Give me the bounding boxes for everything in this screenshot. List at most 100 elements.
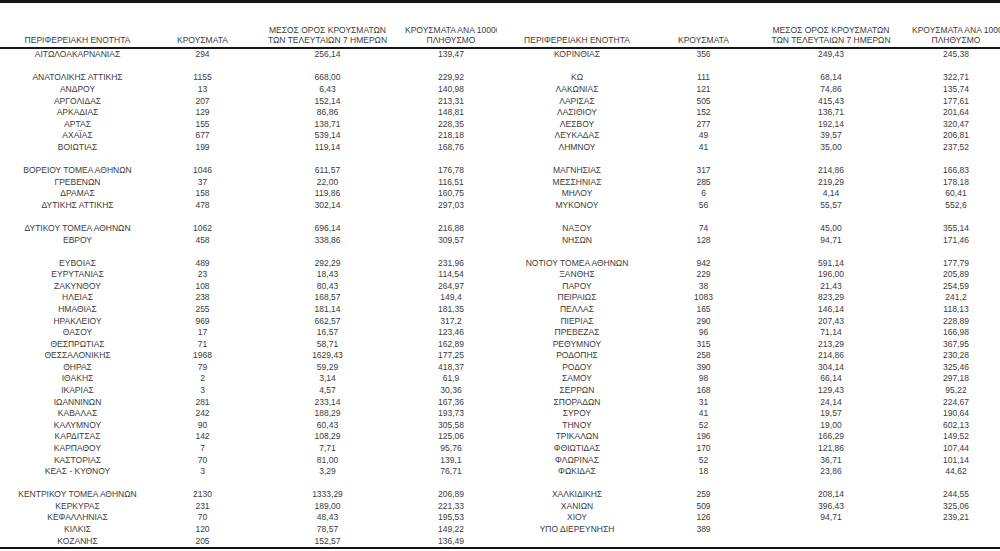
cell-region-left: ΑΝΔΡΟΥ — [0, 84, 155, 96]
cell-avg7-right — [750, 535, 912, 548]
cell-per100k-left: 177,25 — [405, 350, 497, 362]
cell-region-right — [497, 61, 657, 73]
cell-region-right: ΧΙΟΥ — [497, 512, 657, 524]
cell-cases-right: 505 — [657, 95, 750, 107]
cell-cases-left: 1155 — [155, 72, 250, 84]
cell-per100k-right: 245,38 — [912, 48, 1000, 61]
cell-cases-left: 23 — [155, 269, 250, 281]
cell-avg7-left: 86,86 — [250, 107, 405, 119]
cell-cases-left: 37 — [155, 176, 250, 188]
table-row: ΚΑΡΔΙΤΣΑΣ 142 108,29 125,06 ΤΡΙΚΑΛΩΝ 196… — [0, 431, 1000, 443]
cell-cases-right: 196 — [657, 431, 750, 443]
cell-region-left: ΓΡΕΒΕΝΩΝ — [0, 176, 155, 188]
cell-avg7-left: 152,57 — [250, 535, 405, 548]
cell-cases-right: 98 — [657, 373, 750, 385]
cell-cases-left: 478 — [155, 200, 250, 212]
cell-per100k-left: 149,4 — [405, 292, 497, 304]
cell-avg7-right: 214,86 — [750, 350, 912, 362]
table-row: ΕΒΡΟΥ 458 338,86 309,57 ΝΗΣΩΝ 128 94,71 … — [0, 234, 1000, 246]
cell-avg7-right: 304,14 — [750, 362, 912, 374]
cell-avg7-left: 108,29 — [250, 431, 405, 443]
header-avg7-left-line1: ΜΕΣΟΣ ΟΡΟΣ ΚΡΟΥΣΜΑΤΩΝ — [250, 25, 405, 35]
cell-per100k-right: 367,95 — [912, 338, 1000, 350]
cell-region-left: ΑΡΤΑΣ — [0, 118, 155, 130]
cell-avg7-right: 68,14 — [750, 72, 912, 84]
cell-per100k-left: 218,18 — [405, 130, 497, 142]
table-row: ΗΡΑΚΛΕΙΟΥ 969 662,57 317,2 ΠΙΕΡΙΑΣ 290 2… — [0, 315, 1000, 327]
cell-per100k-left: 193,73 — [405, 408, 497, 420]
cell-avg7-left: 48,43 — [250, 512, 405, 524]
cell-region-left: ΚΕΝΤΡΙΚΟΥ ΤΟΜΕΑ ΑΘΗΝΩΝ — [0, 489, 155, 501]
table-row: ΚΕΑΣ - ΚΥΘΝΟΥ 3 3,29 76,71 ΦΩΚΙΔΑΣ 18 23… — [0, 466, 1000, 478]
cell-avg7-left: 59,29 — [250, 362, 405, 374]
cell-cases-left: 90 — [155, 420, 250, 432]
cell-region-right — [497, 535, 657, 548]
cell-per100k-left: 139,1 — [405, 454, 497, 466]
header-avg7-right-line1: ΜΕΣΟΣ ΟΡΟΣ ΚΡΟΥΣΜΑΤΩΝ — [750, 25, 912, 35]
spreadsheet-page: ΠΕΡΙΦΕΡΕΙΑΚΗ ΕΝΟΤΗΤΑ ΚΡΟΥΣΜΑΤΑ ΜΕΣΟΣ ΟΡΟ… — [0, 0, 1000, 551]
cell-region-right: ΛΗΜΝΟΥ — [497, 142, 657, 154]
table-row: ΑΡΤΑΣ 155 138,71 228,35 ΛΕΣΒΟΥ 277 192,1… — [0, 118, 1000, 130]
cell-avg7-right: 94,71 — [750, 512, 912, 524]
cell-region-left: ΚΑΡΠΑΘΟΥ — [0, 443, 155, 455]
cell-per100k-right — [912, 61, 1000, 73]
spacer-row — [0, 477, 1000, 489]
cell-region-left: ΖΑΚΥΝΘΟΥ — [0, 281, 155, 293]
cell-per100k-left: 228,35 — [405, 118, 497, 130]
cell-cases-right: 41 — [657, 408, 750, 420]
cell-avg7-right: 21,43 — [750, 281, 912, 293]
table-row: ΑΡΚΑΔΙΑΣ 129 86,86 148,81 ΛΑΣΙΘΙΟΥ 152 1… — [0, 107, 1000, 119]
cell-per100k-left: 148,81 — [405, 107, 497, 119]
cell-per100k-right: 178,18 — [912, 176, 1000, 188]
cell-cases-left: 3 — [155, 385, 250, 397]
cell-avg7-right: 129,43 — [750, 385, 912, 397]
cell-avg7-right: 24,14 — [750, 396, 912, 408]
cell-avg7-left: 696,14 — [250, 223, 405, 235]
cell-per100k-left: 221,33 — [405, 501, 497, 513]
cell-avg7-left — [250, 211, 405, 223]
cell-region-left: ΚΕΦΑΛΛΗΝΙΑΣ — [0, 512, 155, 524]
cell-avg7-left: 78,57 — [250, 524, 405, 536]
cell-avg7-left — [250, 153, 405, 165]
cell-region-right: ΛΑΚΩΝΙΑΣ — [497, 84, 657, 96]
cell-cases-left: 120 — [155, 524, 250, 536]
cell-per100k-left — [405, 61, 497, 73]
cell-avg7-left: 22,00 — [250, 176, 405, 188]
cell-region-left: ΘΗΡΑΣ — [0, 362, 155, 374]
cell-per100k-right: 239,21 — [912, 512, 1000, 524]
cell-cases-left: 70 — [155, 454, 250, 466]
cell-per100k-right: 201,64 — [912, 107, 1000, 119]
cell-per100k-right — [912, 211, 1000, 223]
cell-per100k-left: 305,58 — [405, 420, 497, 432]
cell-per100k-right: 237,52 — [912, 142, 1000, 154]
header-per100k-left-line1: ΚΡΟΥΣΜΑΤΑ ΑΝΑ 100000 — [405, 25, 497, 35]
cell-region-right — [497, 246, 657, 258]
cell-per100k-left: 95,76 — [405, 443, 497, 455]
cell-cases-left: 1046 — [155, 165, 250, 177]
cell-cases-right — [657, 61, 750, 73]
cell-cases-left: 205 — [155, 535, 250, 548]
cell-region-right: ΝΑΞΟΥ — [497, 223, 657, 235]
cell-per100k-right: 244,55 — [912, 489, 1000, 501]
cell-cases-right: 259 — [657, 489, 750, 501]
table-row: ΘΗΡΑΣ 79 59,29 418,37 ΡΟΔΟΥ 390 304,14 3… — [0, 362, 1000, 374]
cell-per100k-right: 60,41 — [912, 188, 1000, 200]
cell-avg7-left: 181,14 — [250, 304, 405, 316]
cell-region-right: ΛΕΥΚΑΔΑΣ — [497, 130, 657, 142]
cell-cases-left: 155 — [155, 118, 250, 130]
spacer-row — [0, 246, 1000, 258]
cell-cases-left — [155, 153, 250, 165]
cell-avg7-right: 136,71 — [750, 107, 912, 119]
cell-per100k-left: 297,03 — [405, 200, 497, 212]
table-row: ΒΟΙΩΤΙΑΣ 199 119,14 168,76 ΛΗΜΝΟΥ 41 35,… — [0, 142, 1000, 154]
cell-per100k-left: 231,96 — [405, 257, 497, 269]
cell-per100k-right: 325,46 — [912, 362, 1000, 374]
header-avg7-left: ΜΕΣΟΣ ΟΡΟΣ ΚΡΟΥΣΜΑΤΩΝ ΤΩΝ ΤΕΛΕΥΤΑΙΩΝ 7 Η… — [250, 2, 405, 49]
cell-cases-left: 108 — [155, 281, 250, 293]
table-row: ΘΕΣΣΑΛΟΝΙΚΗΣ 1968 1629,43 177,25 ΡΟΔΟΠΗΣ… — [0, 350, 1000, 362]
cell-region-left: ΗΜΑΘΙΑΣ — [0, 304, 155, 316]
cell-region-right: ΧΑΛΚΙΔΙΚΗΣ — [497, 489, 657, 501]
cell-region-left: ΚΕΡΚΥΡΑΣ — [0, 501, 155, 513]
cell-avg7-left: 81,00 — [250, 454, 405, 466]
cell-per100k-left: 139,47 — [405, 48, 497, 61]
